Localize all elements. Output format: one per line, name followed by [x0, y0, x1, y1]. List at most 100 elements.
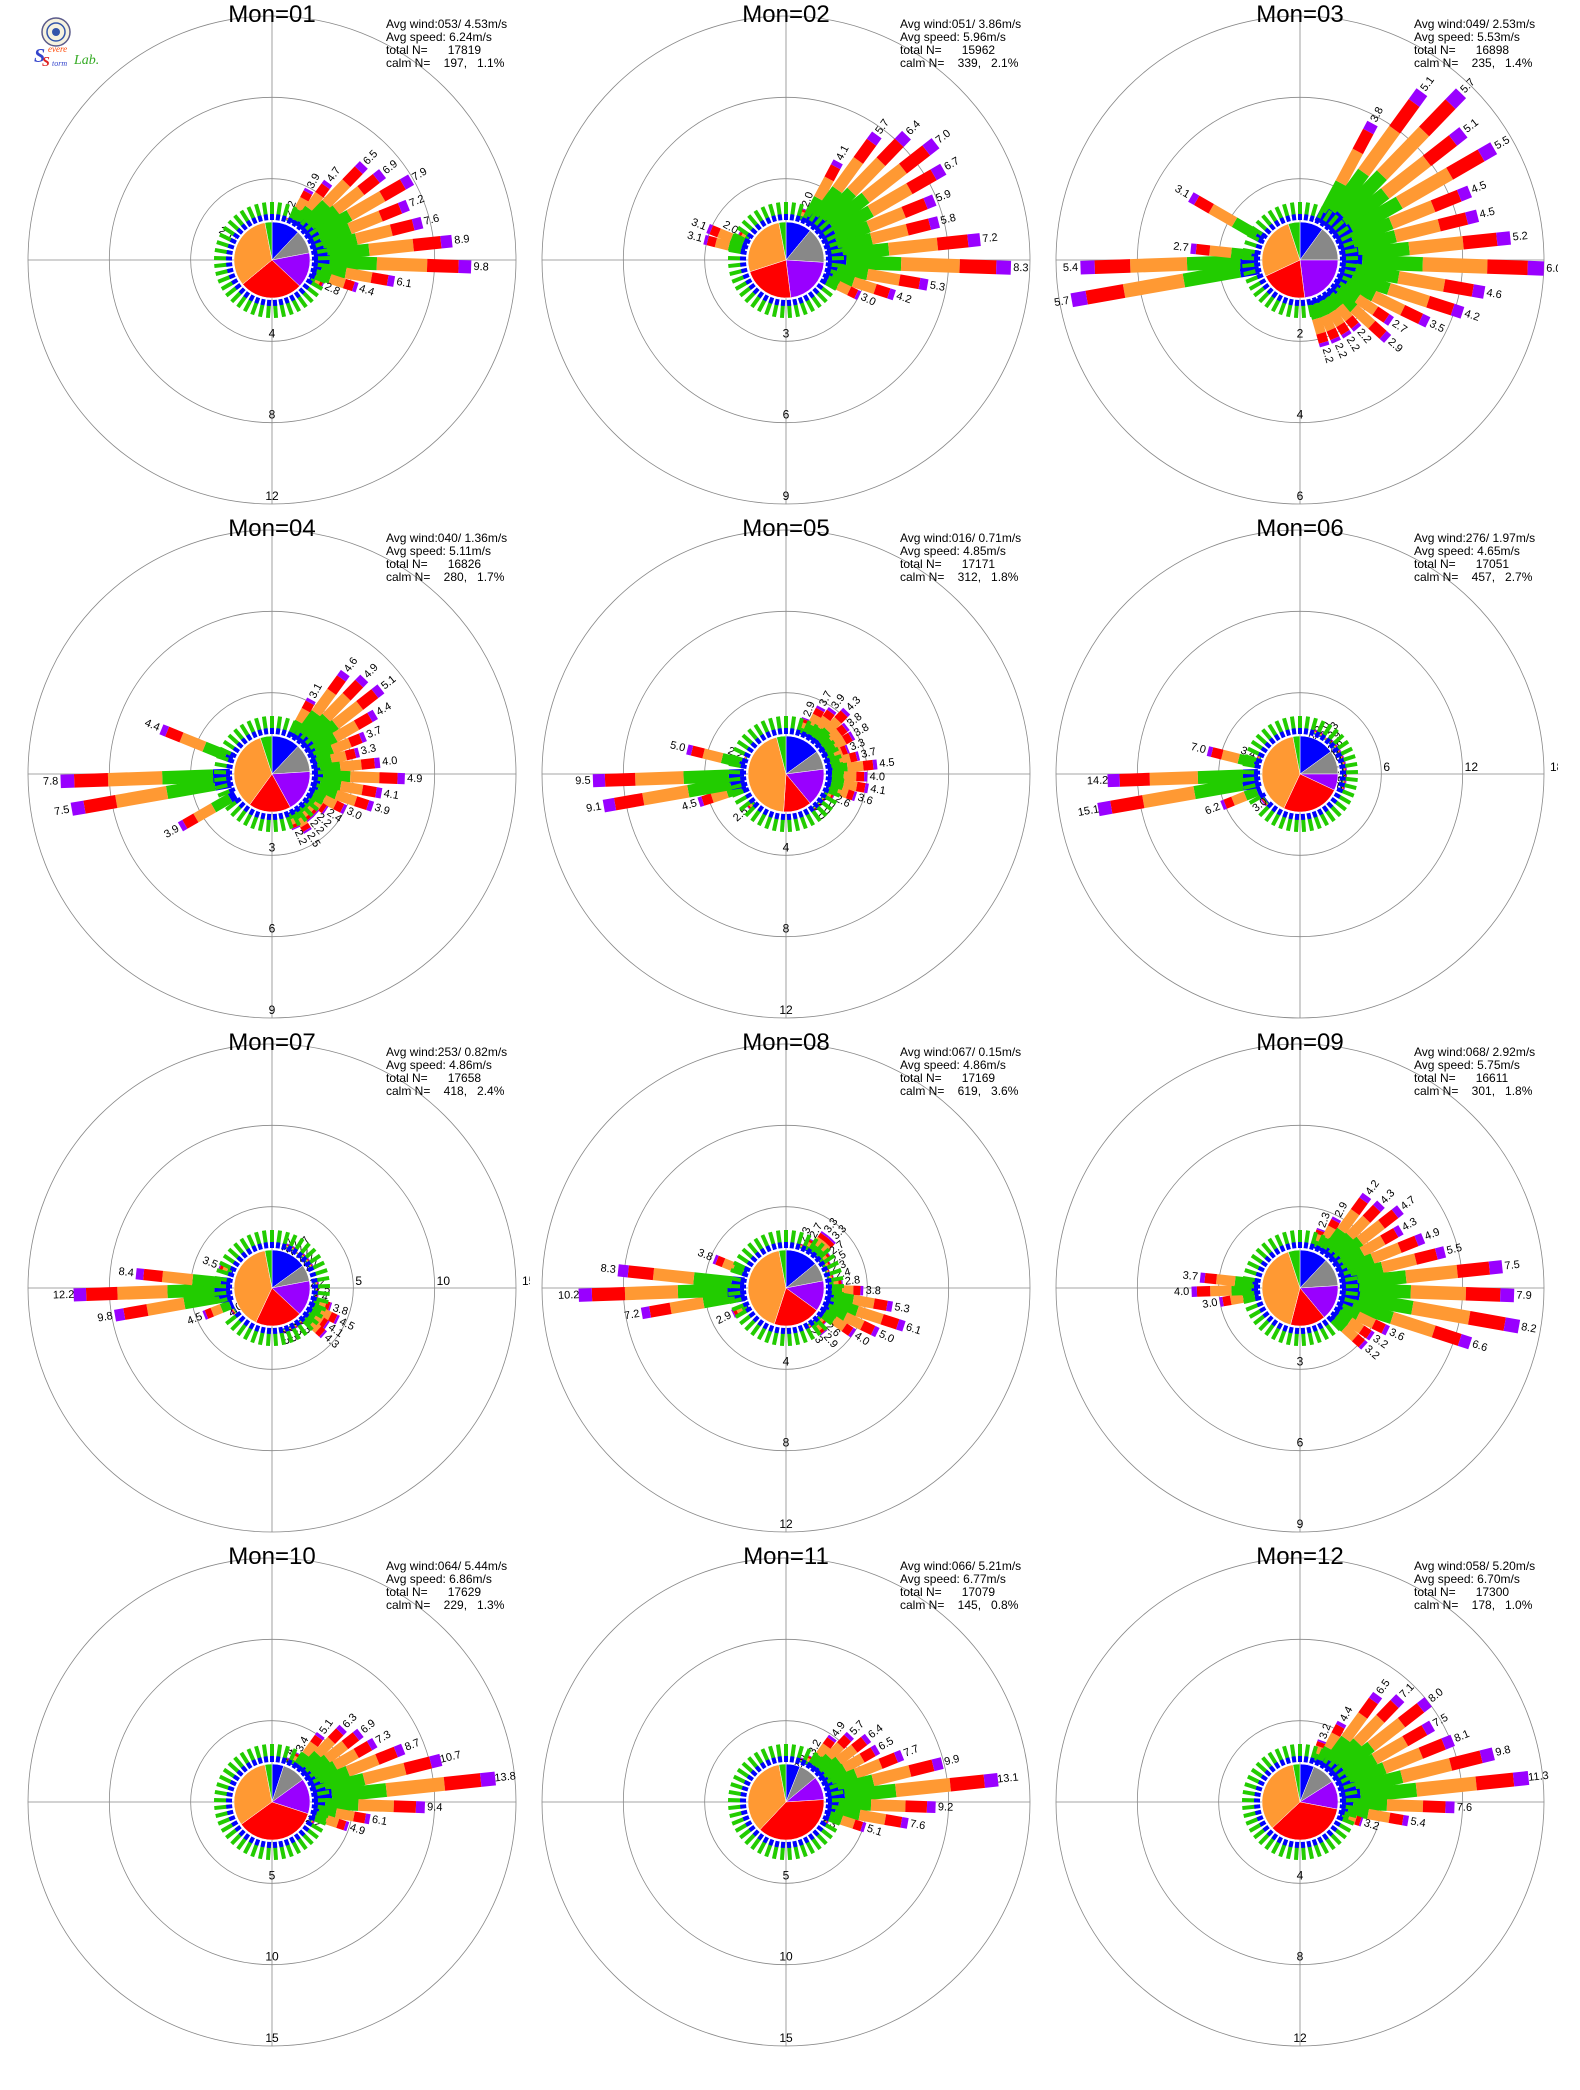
minor-petal-base: [740, 250, 747, 256]
petal-value-label: 5.3: [929, 279, 946, 293]
minor-petal-base: [1326, 1315, 1334, 1323]
petal-segment: [1320, 313, 1336, 332]
petal-segment: [1422, 257, 1488, 274]
minor-petal-base: [226, 250, 233, 256]
minor-petal-base: [243, 1833, 251, 1841]
ring-label: 3: [1297, 1354, 1304, 1368]
minor-petal-base: [1254, 1804, 1261, 1809]
petal-segment: [1446, 149, 1485, 180]
minor-petal-base: [1282, 296, 1289, 304]
petal-value-label: 4.9: [407, 773, 423, 786]
minor-petal-base: [750, 741, 758, 749]
petal-segment: [1193, 195, 1214, 214]
minor-petal-base: [1254, 1278, 1261, 1284]
minor-petal-base: [754, 1765, 762, 1773]
petal-segment: [331, 701, 364, 729]
petal-segment: [731, 1309, 737, 1318]
petal-segment: [339, 759, 362, 773]
petal-segment: [1376, 126, 1430, 181]
petal-segment: [318, 802, 327, 814]
minor-petal-base: [1330, 1825, 1338, 1832]
petal-segment: [712, 1254, 719, 1265]
minor-petal-base: [814, 227, 822, 235]
windrose-svg: 2.23.9 4.76.56.9 7.97.27.68.99.86.14.42.82…: [27, 15, 517, 505]
petal-segment: [1370, 1242, 1402, 1264]
minor-petal-base: [1330, 1311, 1338, 1318]
minor-petal-base: [822, 787, 830, 794]
petal-segment: [115, 785, 169, 808]
minor-petal-base: [232, 746, 240, 754]
petal-value-label: 4.5: [1470, 179, 1489, 196]
petal-segment: [677, 1283, 728, 1299]
petal-segment: [1354, 263, 1400, 284]
speed-pie-slice: [759, 1799, 825, 1841]
petal-segment: [379, 179, 406, 202]
petal: [202, 1299, 235, 1320]
windrose-svg: 3.14.6 4.95.14.43.73.34.04.94.13.93.02.42…: [27, 529, 517, 1019]
petal-value-label: 6.9: [359, 1717, 378, 1736]
minor-petal-base: [248, 294, 255, 302]
petal-segment: [340, 803, 348, 814]
minor-petal-base: [226, 1809, 234, 1816]
petal-value-label: 6.6: [1471, 1338, 1489, 1354]
petal-segment: [1358, 1817, 1364, 1827]
petal-segment: [1345, 315, 1359, 329]
petal-segment: [690, 745, 705, 759]
minor-petal-base: [296, 1251, 304, 1259]
petal-value-label: 11.3: [1528, 1770, 1550, 1784]
petal-segment: [378, 202, 403, 222]
minor-petal-base: [1314, 1759, 1321, 1767]
minor-petal-base: [810, 1251, 818, 1259]
minor-petal-base: [300, 1769, 308, 1777]
minor-petal-base: [1254, 764, 1261, 770]
petal-segment: [1262, 797, 1269, 805]
stats-line: Avg speed: 6.86m/s: [386, 1572, 492, 1586]
petal-segment: [415, 1801, 426, 1814]
ring-label: 12: [779, 1517, 793, 1531]
petal-value-label: 14.2: [1087, 775, 1109, 788]
minor-petal-base: [748, 797, 756, 804]
petal-segment: [480, 1771, 496, 1787]
minor-petal-base: [1260, 1774, 1268, 1782]
petal-segment: [1119, 772, 1150, 787]
petal-segment: [884, 1814, 903, 1828]
minor-petal-base: [1309, 1757, 1315, 1765]
minor-petal-base: [251, 1245, 258, 1253]
petal: [1329, 1697, 1432, 1781]
petal-segment: [311, 688, 337, 717]
ring-label: 6: [783, 408, 790, 422]
petal-segment: [820, 1231, 830, 1239]
minor-petal-base: [759, 733, 767, 742]
petal-segment: [686, 744, 694, 756]
petal-segment: [305, 191, 324, 212]
minor-petal-base: [236, 227, 244, 235]
petal-value-label: 5.2: [1512, 230, 1528, 244]
panel-stats: Avg wind:253/ 0.82m/s Avg speed: 4.86m/s t…: [386, 1046, 536, 1098]
speed-pie-slice: [1287, 221, 1301, 261]
petal-segment: [443, 1773, 482, 1791]
petal-segment: [853, 1285, 861, 1296]
petal-value-label: 4.3: [844, 694, 863, 713]
petal: [1220, 785, 1263, 810]
petal-value-label: 7.6: [1457, 1801, 1473, 1814]
minor-petal-base: [278, 812, 284, 820]
panel-title: Mon=05: [742, 515, 830, 542]
petal-segment: [1358, 125, 1401, 177]
stats-line: calm N= 619, 3.6%: [900, 1084, 1019, 1098]
petal-segment: [227, 790, 239, 803]
minor-petal-base: [1255, 757, 1263, 764]
minor-petal-base: [1262, 1311, 1270, 1318]
petal-segment: [1350, 304, 1376, 329]
panel-stats: Avg wind:053/ 4.53m/s Avg speed: 6.24m/s t…: [386, 18, 536, 70]
minor-petal-base: [260, 1840, 266, 1848]
minor-petal-base: [1317, 1322, 1324, 1330]
minor-petal-base: [1256, 1301, 1264, 1308]
petal-segment: [815, 715, 831, 731]
minor-petal-base: [740, 1792, 747, 1798]
petal-segment: [1422, 135, 1458, 167]
petal-segment: [386, 275, 396, 287]
petal: [313, 234, 453, 262]
petal-segment: [1335, 1309, 1353, 1326]
petal-value-label: 3.1: [686, 229, 704, 244]
minor-petal-base: [1339, 1792, 1346, 1798]
